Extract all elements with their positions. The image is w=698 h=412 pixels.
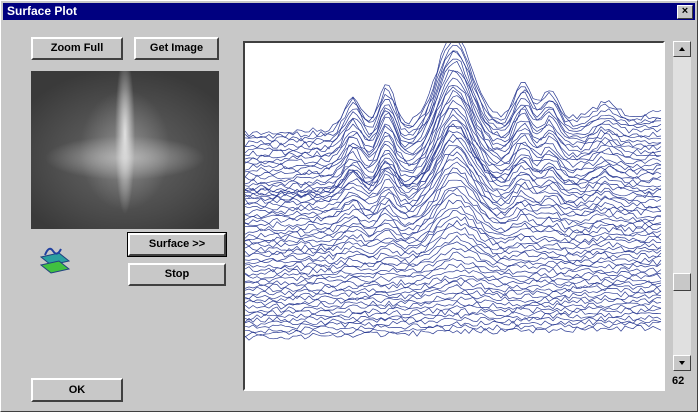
scroll-value: 62 — [672, 375, 684, 387]
wireframe-line — [245, 85, 661, 170]
scrollbar[interactable] — [673, 41, 691, 371]
title-bar: Surface Plot × — [3, 3, 695, 20]
wireframe-line — [245, 308, 661, 322]
wireframe-line — [245, 319, 661, 333]
wireframe-line — [245, 108, 661, 186]
wireframe-line — [245, 51, 661, 148]
surface-plot — [245, 43, 663, 389]
wireframe-line — [245, 147, 661, 210]
get-image-button[interactable]: Get Image — [134, 37, 219, 60]
close-button[interactable]: × — [677, 5, 693, 19]
surface-button[interactable]: Surface >> — [128, 233, 226, 256]
zoom-full-button[interactable]: Zoom Full — [31, 37, 123, 60]
surface-plot-panel — [243, 41, 665, 391]
up-arrow — [674, 42, 690, 56]
wireframe-line — [245, 326, 661, 341]
wireframe-line — [245, 200, 661, 244]
scroll-up-button[interactable] — [673, 41, 691, 57]
dialog-window: Surface Plot × Zoom Full Get Image Surfa… — [0, 0, 698, 412]
scroll-thumb[interactable] — [673, 273, 691, 291]
ok-button[interactable]: OK — [31, 378, 123, 402]
window-title: Surface Plot — [3, 4, 77, 18]
down-arrow — [674, 356, 690, 370]
surface-icon — [37, 241, 73, 275]
stop-button[interactable]: Stop — [128, 263, 226, 286]
source-image — [31, 71, 219, 229]
wireframe-line — [245, 45, 661, 142]
scroll-down-button[interactable] — [673, 355, 691, 371]
wireframe-line — [245, 43, 661, 136]
